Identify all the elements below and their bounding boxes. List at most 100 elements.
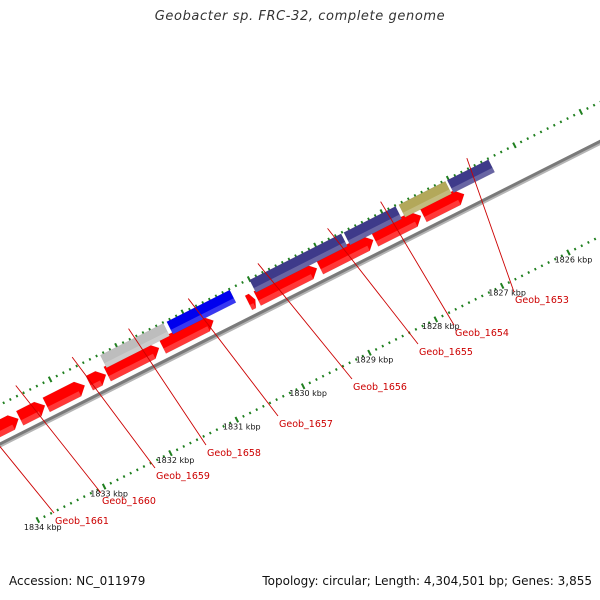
outer-minor-tick xyxy=(189,441,192,445)
outer-minor-tick xyxy=(109,481,113,485)
inner-minor-tick xyxy=(121,341,125,345)
inner-minor-tick xyxy=(499,150,503,154)
inner-minor-tick xyxy=(552,123,556,127)
inner-minor-tick xyxy=(62,371,65,375)
inner-minor-tick xyxy=(539,130,543,134)
outer-minor-tick xyxy=(162,454,166,458)
inner-minor-tick xyxy=(586,107,589,110)
outer-minor-tick xyxy=(215,428,219,432)
inner-minor-tick xyxy=(88,357,92,361)
outer-tick-ruler xyxy=(35,237,597,524)
inner-minor-tick xyxy=(194,304,198,308)
outer-minor-tick xyxy=(461,304,464,308)
inner-minor-tick xyxy=(420,190,423,194)
map-title: Geobacter sp. FRC-32, complete genome xyxy=(154,9,446,24)
inner-minor-tick xyxy=(42,381,45,385)
outer-major-tick xyxy=(499,282,505,290)
inner-minor-tick xyxy=(300,250,304,254)
forward-gene-arrow xyxy=(244,293,257,311)
gene-labels: Geob_1653 Geob_1654 Geob_1655 Geob_1656 Geob… xyxy=(55,295,569,527)
inner-minor-tick xyxy=(267,267,271,271)
accession-text: Accession: NC_011979 xyxy=(9,574,146,588)
scale-label: 1833 kbp xyxy=(90,489,128,498)
inner-minor-tick xyxy=(294,254,297,258)
scale-label: 1834 kbp xyxy=(24,523,62,532)
inner-minor-tick xyxy=(261,270,264,274)
outer-minor-tick xyxy=(487,291,491,295)
outer-minor-tick xyxy=(394,337,398,341)
forward-gene-arrow xyxy=(15,401,46,426)
cds-feature xyxy=(446,159,496,194)
gene-label: Geob_1653 xyxy=(515,295,569,306)
gene-label: Geob_1654 xyxy=(455,328,509,339)
scale-label: 1832 kbp xyxy=(157,456,195,465)
outer-minor-tick xyxy=(414,327,418,331)
outer-minor-tick xyxy=(474,297,477,301)
forward-gene-arrow xyxy=(158,316,214,354)
outer-minor-tick xyxy=(182,444,186,448)
outer-minor-tick xyxy=(195,438,199,442)
outer-minor-tick xyxy=(288,391,292,395)
inner-minor-tick xyxy=(592,103,596,107)
forward-gene-arrow-highlight xyxy=(163,326,210,354)
outer-minor-tick xyxy=(593,237,597,241)
inner-minor-tick xyxy=(393,204,397,207)
outer-minor-tick xyxy=(361,354,365,358)
inner-minor-tick xyxy=(327,237,331,241)
inner-major-tick xyxy=(512,142,517,149)
inner-minor-tick xyxy=(287,257,291,261)
outer-minor-tick xyxy=(149,461,152,465)
outer-minor-tick xyxy=(480,294,484,298)
outer-minor-tick xyxy=(354,357,358,361)
forward-gene-arrow xyxy=(419,190,465,223)
outer-minor-tick xyxy=(295,388,298,392)
inner-minor-tick xyxy=(426,187,430,191)
inner-minor-tick xyxy=(473,163,477,167)
outer-minor-tick xyxy=(208,431,212,435)
inner-minor-tick xyxy=(406,197,410,201)
cds-track xyxy=(99,159,496,369)
inner-minor-tick xyxy=(413,193,417,197)
outer-minor-tick xyxy=(242,414,245,418)
inner-minor-tick xyxy=(254,274,258,278)
outer-minor-tick xyxy=(255,408,259,412)
outer-minor-tick xyxy=(89,491,93,495)
leader-line xyxy=(380,201,455,326)
cds-feature xyxy=(249,233,348,293)
inner-minor-tick xyxy=(572,113,576,117)
inner-minor-tick xyxy=(75,364,79,368)
forward-gene-arrow xyxy=(42,381,86,413)
inner-minor-tick xyxy=(280,260,284,264)
outer-minor-tick xyxy=(553,257,557,261)
inner-minor-tick xyxy=(161,321,165,325)
outer-minor-tick xyxy=(69,501,73,505)
leader-line xyxy=(466,157,515,293)
inner-minor-tick xyxy=(400,200,404,204)
cds-feature-highlight xyxy=(402,189,452,218)
outer-minor-tick xyxy=(507,281,511,285)
outer-minor-tick xyxy=(328,371,332,375)
inner-minor-tick xyxy=(519,140,523,144)
outer-minor-tick xyxy=(527,271,531,274)
outer-minor-tick xyxy=(573,247,577,251)
outer-minor-tick xyxy=(315,378,318,382)
outer-minor-tick xyxy=(63,505,66,509)
outer-minor-tick xyxy=(281,394,285,398)
inner-tick-ruler xyxy=(2,100,600,405)
scale-label: 1828 kbp xyxy=(422,322,460,331)
inner-minor-tick xyxy=(526,137,530,141)
forward-gene-arrow xyxy=(370,211,422,247)
inner-minor-tick xyxy=(128,337,132,341)
forward-gene-arrow-highlight xyxy=(258,274,314,306)
inner-minor-tick xyxy=(174,314,178,318)
inner-major-tick xyxy=(47,376,53,383)
outer-minor-tick xyxy=(202,434,205,438)
outer-minor-tick xyxy=(454,307,458,311)
inner-minor-tick xyxy=(433,183,437,187)
inner-minor-tick xyxy=(373,214,377,218)
forward-gene-arrow-highlight xyxy=(47,391,82,412)
outer-minor-tick xyxy=(560,254,564,258)
cds-feature-highlight xyxy=(170,298,236,335)
